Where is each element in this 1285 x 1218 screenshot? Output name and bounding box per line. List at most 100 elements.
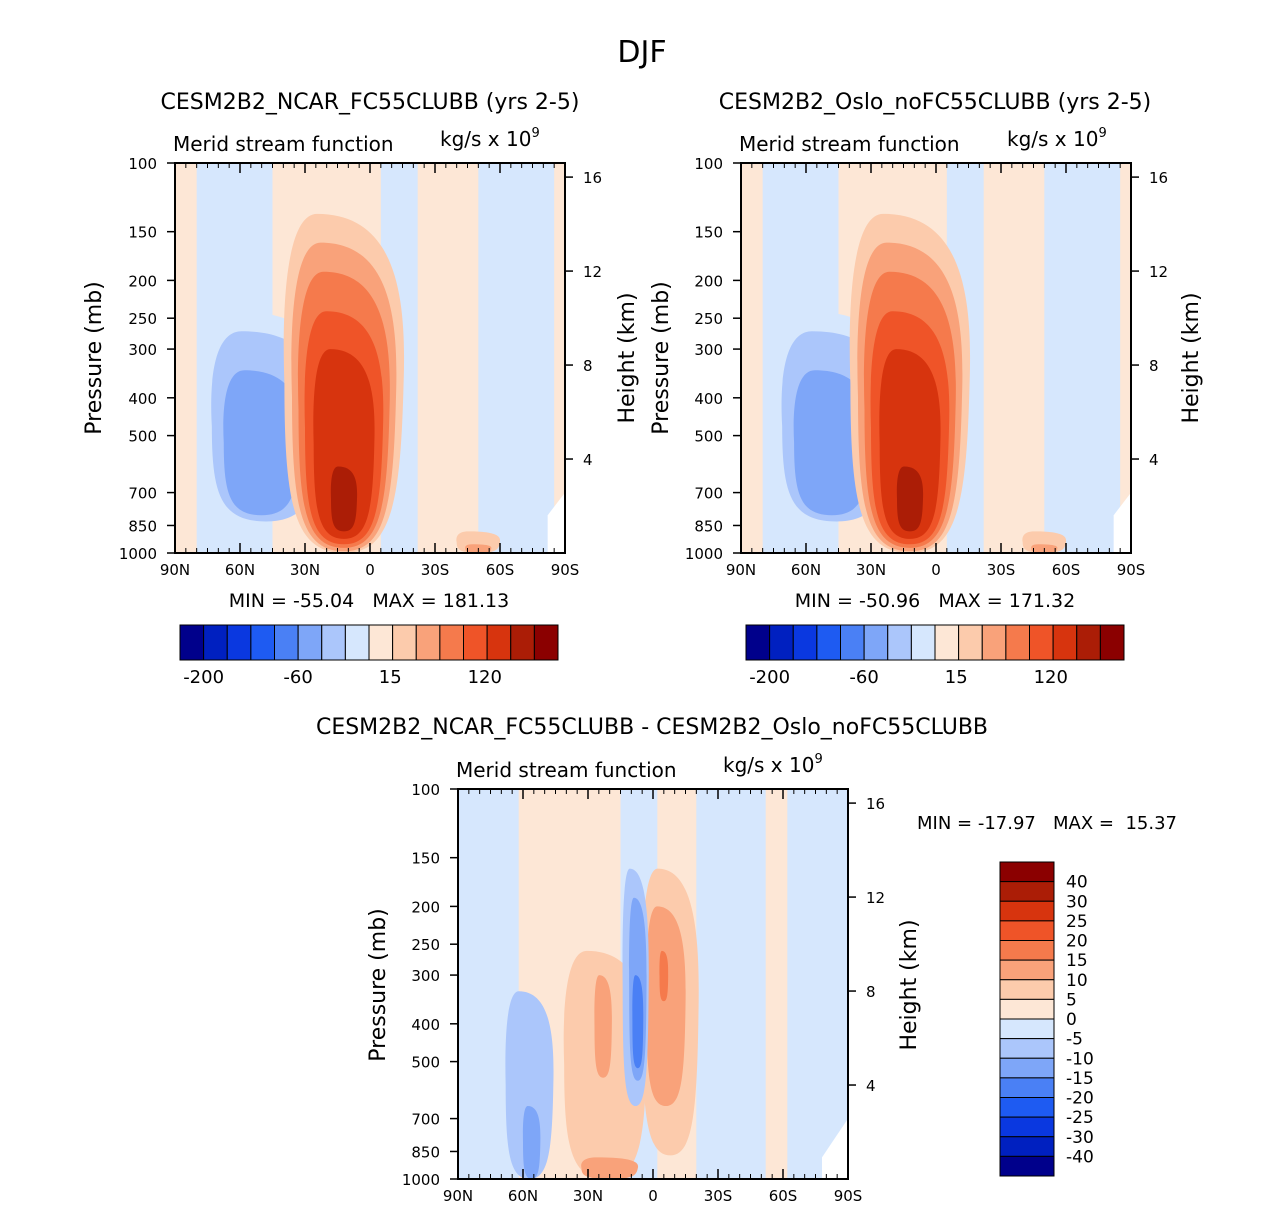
- x-tick-label: 90S: [834, 1187, 863, 1205]
- colorbar-swatch: [1099, 624, 1125, 661]
- colorbar-label: 120: [1034, 667, 1068, 688]
- x-tick-label: 90S: [1117, 561, 1146, 579]
- svg-text:kg/s x 109: kg/s x 109: [1007, 126, 1107, 151]
- colorbar-swatch: [250, 624, 275, 661]
- y-tick-label: 150: [694, 224, 723, 242]
- positive-anomaly-25n-level-2: [594, 975, 612, 1078]
- band-sh-negative: [696, 789, 766, 1179]
- x-tick-label: 60S: [1052, 561, 1081, 579]
- colorbar-label: -10: [1066, 1049, 1094, 1069]
- colorbar-swatch: [999, 1018, 1055, 1040]
- units-prefix: kg/s x 10: [1007, 127, 1098, 151]
- svg-text:kg/s x 109: kg/s x 109: [440, 126, 540, 151]
- x-tick-label: 30S: [987, 561, 1016, 579]
- ferrel-cell-level-3: [223, 370, 300, 516]
- x-tick-label: 60S: [486, 561, 515, 579]
- x-tick-label: 0: [365, 561, 375, 579]
- x-tick-label: 90N: [443, 1187, 473, 1205]
- y2-tick-label: 8: [1149, 357, 1159, 375]
- positive-anomaly-surface: [581, 1157, 639, 1179]
- colorbar-swatch: [463, 624, 488, 661]
- stats-text: MIN = -50.96 MAX = 171.32: [795, 590, 1075, 612]
- y-tick-label: 250: [411, 936, 440, 954]
- colorbar-label: 20: [1066, 932, 1088, 952]
- y-tick-label: 150: [411, 850, 440, 868]
- band-sh-negative: [478, 163, 555, 553]
- panel-ncar: CESM2B2_NCAR_FC55CLUBB (yrs 2-5) Merid s…: [82, 90, 640, 688]
- colorbar-label: -40: [1066, 1147, 1094, 1167]
- contour-fill: [175, 163, 565, 553]
- y2-tick-label: 8: [866, 983, 876, 1001]
- colorbar-swatch: [274, 624, 299, 661]
- y-tick-label: 300: [694, 341, 723, 359]
- colorbar-label: 15: [945, 667, 968, 688]
- y-tick-label: 500: [694, 428, 723, 446]
- colorbar-swatch: [226, 624, 252, 661]
- colorbar-swatch: [999, 1097, 1055, 1118]
- y-tick-label: 700: [411, 1111, 440, 1129]
- y-tick-label: 250: [694, 310, 723, 328]
- plot-area: [741, 163, 1131, 553]
- units-label: kg/s x 109: [1007, 126, 1107, 151]
- band-pole-negative: [787, 789, 848, 1179]
- colorbar: -200 -60 15 120: [745, 624, 1125, 688]
- y2-tick-label: 12: [583, 263, 602, 281]
- colorbar-swatch: [344, 624, 370, 661]
- colorbar-swatch: [958, 624, 983, 661]
- colorbar-label: 120: [468, 667, 502, 688]
- y-axis-label: Pressure (mb): [82, 281, 107, 435]
- hadley-cell-level-5: [313, 349, 375, 539]
- negative-anomaly-55n-level-1: [505, 991, 554, 1179]
- colorbar-swatch: [745, 624, 771, 661]
- colorbar-label: -15: [1066, 1069, 1094, 1089]
- y-tick-label: 100: [411, 781, 440, 799]
- hadley-cell-level-6: [896, 466, 924, 532]
- colorbar-swatch: [439, 624, 464, 661]
- y2-axis-label: Height (km): [615, 292, 640, 423]
- x-tick-label: 30N: [573, 1187, 603, 1205]
- colorbar-swatch: [999, 998, 1055, 1020]
- svg-text:kg/s x 109: kg/s x 109: [723, 752, 823, 777]
- x-tick-label: 60N: [791, 561, 821, 579]
- y-tick-label: 1000: [402, 1171, 440, 1189]
- colorbar-label: 15: [1066, 951, 1088, 971]
- colorbar-label: -60: [283, 667, 312, 688]
- colorbar-swatch: [1052, 624, 1078, 661]
- y2-tick-label: 12: [866, 889, 885, 907]
- colorbar-swatch: [999, 900, 1055, 922]
- colorbar-swatch: [999, 1077, 1055, 1098]
- colorbar-swatch: [1076, 624, 1101, 661]
- y2-axis-label: Height (km): [897, 919, 922, 1050]
- x-tick-label: 60N: [225, 561, 255, 579]
- y-tick-label: 300: [128, 341, 157, 359]
- colorbar-label: -200: [749, 667, 790, 688]
- colorbar-label: -25: [1066, 1108, 1094, 1128]
- y-tick-label: 850: [694, 517, 723, 535]
- negative-anomaly-10n-level-3: [632, 975, 644, 1069]
- colorbar-swatch: [999, 1116, 1055, 1138]
- colorbar-swatch: [999, 1057, 1055, 1079]
- x-tick-label: 30N: [290, 561, 320, 579]
- units-label: kg/s x 109: [440, 126, 540, 151]
- y2-tick-label: 16: [866, 795, 885, 813]
- colorbar-label: -30: [1066, 1128, 1094, 1148]
- y-tick-label: 500: [128, 428, 157, 446]
- colorbar-swatch: [510, 624, 535, 661]
- hadley-cell-level-5: [879, 349, 941, 539]
- topography-mask: [1113, 492, 1131, 553]
- colorbar-swatch: [533, 624, 559, 661]
- units-exp: 9: [814, 752, 822, 767]
- panel-title: CESM2B2_NCAR_FC55CLUBB - CESM2B2_Oslo_no…: [316, 715, 988, 740]
- x-tick-label: 30S: [421, 561, 450, 579]
- panel-title: CESM2B2_Oslo_noFC55CLUBB (yrs 2-5): [719, 90, 1151, 115]
- colorbar-swatch: [999, 881, 1055, 902]
- units-exp: 9: [531, 126, 539, 141]
- y-tick-label: 500: [411, 1054, 440, 1072]
- axes: 90N 60N 30N 0 30S 60S 90S 100 150 200 250 300 400 500…: [119, 155, 602, 579]
- panel-difference: CESM2B2_NCAR_FC55CLUBB - CESM2B2_Oslo_no…: [316, 715, 1177, 1205]
- colorbar-swatch: [321, 624, 346, 661]
- x-tick-label: 30N: [856, 561, 886, 579]
- y-tick-label: 100: [694, 155, 723, 173]
- colorbar-swatch: [840, 624, 865, 661]
